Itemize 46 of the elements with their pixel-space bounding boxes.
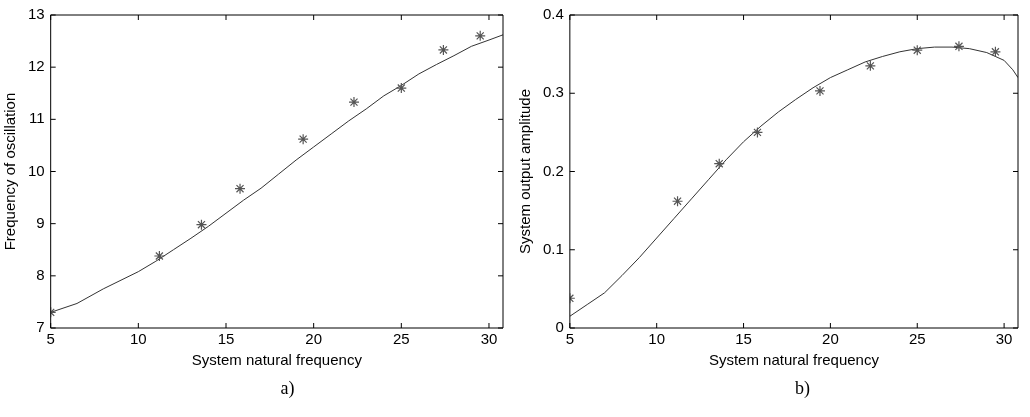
point bbox=[713, 158, 725, 170]
y-tick-label: 7 bbox=[36, 318, 45, 336]
x-axis-title: System natural frequency bbox=[708, 351, 880, 369]
x-tick-label: 30 bbox=[995, 330, 1013, 348]
y-tick-label: 0.2 bbox=[542, 161, 564, 179]
y-axis-title: System output amplitude bbox=[516, 88, 534, 255]
y-tick-label: 9 bbox=[36, 213, 45, 231]
y-axis-title: Frequency of oscillation bbox=[1, 92, 19, 251]
y-tick-label: 0.1 bbox=[542, 239, 564, 257]
point bbox=[671, 195, 684, 207]
x-tick-label: 5 bbox=[46, 330, 55, 348]
x-tick-label: 10 bbox=[648, 330, 666, 348]
x-tick-label: 25 bbox=[392, 330, 410, 348]
point bbox=[864, 60, 876, 72]
point bbox=[195, 219, 208, 231]
point bbox=[348, 96, 360, 108]
x-tick-label: 15 bbox=[735, 330, 752, 348]
y-tick-label: 12 bbox=[28, 57, 45, 75]
point bbox=[989, 46, 1002, 58]
x-axis-title: System natural frequency bbox=[191, 351, 363, 369]
text: b) bbox=[794, 378, 811, 399]
point bbox=[751, 126, 764, 138]
y-tick-label: 0.4 bbox=[542, 5, 564, 23]
point bbox=[474, 30, 486, 42]
y-tick-label: 0 bbox=[555, 318, 564, 336]
x-tick-label: 30 bbox=[480, 330, 498, 348]
y-tick-label: 8 bbox=[36, 265, 45, 283]
y-tick-label: 11 bbox=[29, 109, 45, 127]
point bbox=[297, 133, 309, 145]
x-tick-label: 5 bbox=[565, 330, 575, 348]
x-tick-label: 15 bbox=[217, 330, 235, 348]
point bbox=[814, 85, 826, 97]
x-tick-label: 20 bbox=[822, 330, 839, 348]
y-tick-label: 13 bbox=[28, 5, 45, 23]
y-tick-label: 0.3 bbox=[542, 83, 564, 101]
point bbox=[953, 40, 965, 52]
x-tick-label: 20 bbox=[305, 330, 322, 348]
point bbox=[395, 82, 407, 94]
y-tick-label: 10 bbox=[28, 161, 45, 179]
point bbox=[234, 183, 246, 195]
x-tick-label: 10 bbox=[130, 330, 147, 348]
x-tick-label: 25 bbox=[908, 330, 926, 348]
point bbox=[911, 44, 923, 56]
point bbox=[437, 44, 449, 56]
point bbox=[153, 250, 165, 262]
text: a) bbox=[279, 378, 296, 399]
